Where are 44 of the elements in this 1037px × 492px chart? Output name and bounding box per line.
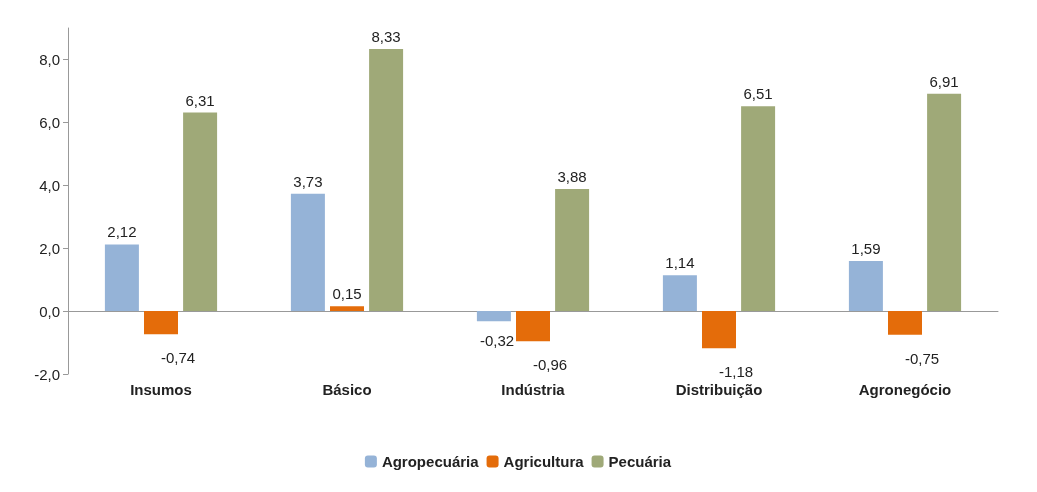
bar: [290, 193, 325, 312]
data-label: 1,59: [851, 240, 881, 258]
data-label: -0,32: [479, 332, 515, 350]
data-label: -1,18: [719, 363, 754, 381]
bar: [662, 275, 697, 312]
bar: [144, 311, 178, 335]
data-label: 3,73: [293, 172, 323, 190]
y-tick-label: 4,0: [39, 176, 60, 194]
x-tick-label: Insumos: [130, 381, 192, 398]
y-tick-label: 6,0: [39, 113, 60, 131]
legend-label: Agropecuária: [381, 453, 480, 470]
bar: [741, 106, 776, 312]
bar: [516, 311, 550, 342]
bar: [848, 261, 883, 312]
y-tick-label: 2,0: [39, 239, 60, 257]
data-label: 6,31: [185, 91, 215, 109]
data-label: -0,75: [905, 349, 940, 367]
x-tick-label: Distribuição: [675, 381, 763, 398]
data-label: 2,12: [107, 223, 137, 241]
data-label: 3,88: [557, 168, 587, 186]
bar: [555, 189, 590, 312]
x-tick-label: Agronegócio: [858, 381, 952, 398]
data-label: 6,51: [743, 85, 773, 103]
legend-label: Agricultura: [503, 453, 585, 470]
x-tick-label: Indústria: [501, 381, 566, 398]
data-label: 8,33: [371, 28, 401, 46]
bar: [927, 93, 962, 312]
data-label: 0,15: [332, 285, 362, 303]
data-label: 6,91: [929, 72, 959, 90]
bar: [702, 311, 736, 349]
bar: [330, 306, 364, 312]
bar: [183, 112, 218, 312]
x-tick-label: Básico: [322, 381, 372, 398]
y-tick-label: 0,0: [39, 302, 60, 320]
bar: [888, 311, 922, 335]
data-label: -0,74: [161, 349, 196, 367]
data-label: 1,14: [665, 254, 695, 272]
bar: [104, 244, 139, 312]
bar: [476, 311, 511, 322]
y-tick-label: 8,0: [39, 50, 60, 68]
bar: [369, 49, 404, 312]
data-label: -0,96: [533, 356, 568, 374]
y-tick-label: -2,0: [34, 365, 60, 383]
legend-label: Pecuária: [608, 453, 672, 470]
